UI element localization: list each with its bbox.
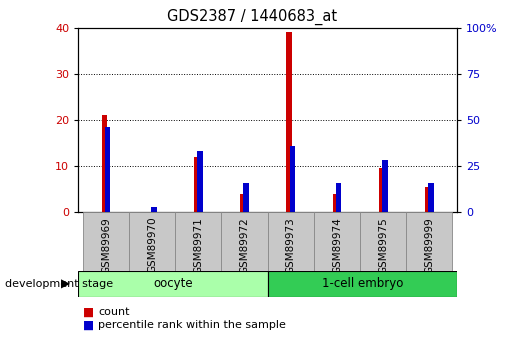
Bar bbox=[314, 212, 360, 271]
Bar bbox=[360, 212, 406, 271]
Text: GSM89974: GSM89974 bbox=[332, 217, 342, 274]
Bar bbox=[197, 151, 203, 212]
Text: GSM89971: GSM89971 bbox=[193, 217, 204, 274]
Text: development stage: development stage bbox=[5, 279, 113, 289]
Bar bbox=[175, 212, 222, 271]
Bar bbox=[129, 212, 175, 271]
Bar bbox=[151, 207, 157, 212]
Text: count: count bbox=[98, 307, 130, 317]
Bar bbox=[382, 160, 387, 212]
Bar bbox=[336, 183, 341, 212]
Bar bbox=[194, 157, 199, 212]
Text: ■: ■ bbox=[83, 318, 94, 332]
Bar bbox=[289, 146, 295, 212]
Bar bbox=[379, 168, 384, 212]
Bar bbox=[83, 212, 129, 271]
Bar bbox=[425, 187, 430, 212]
Bar bbox=[333, 194, 338, 212]
Text: 1-cell embryo: 1-cell embryo bbox=[322, 277, 403, 290]
Bar bbox=[268, 271, 457, 297]
Bar bbox=[102, 115, 107, 212]
Text: GSM89969: GSM89969 bbox=[101, 217, 111, 274]
Bar bbox=[78, 271, 268, 297]
Text: GDS2387 / 1440683_at: GDS2387 / 1440683_at bbox=[168, 9, 337, 25]
Bar bbox=[286, 32, 292, 212]
Bar bbox=[406, 212, 452, 271]
Bar bbox=[240, 194, 246, 212]
Bar bbox=[222, 212, 268, 271]
Text: GSM89970: GSM89970 bbox=[147, 217, 157, 274]
Bar bbox=[243, 183, 249, 212]
Text: ▶: ▶ bbox=[61, 277, 70, 290]
Text: GSM89973: GSM89973 bbox=[286, 217, 296, 274]
Text: percentile rank within the sample: percentile rank within the sample bbox=[98, 320, 286, 330]
Text: GSM89972: GSM89972 bbox=[239, 217, 249, 274]
Bar bbox=[268, 212, 314, 271]
Text: GSM89999: GSM89999 bbox=[424, 217, 434, 274]
Bar bbox=[105, 127, 111, 212]
Text: GSM89975: GSM89975 bbox=[378, 217, 388, 274]
Text: oocyte: oocyte bbox=[153, 277, 193, 290]
Text: ■: ■ bbox=[83, 306, 94, 319]
Bar bbox=[428, 183, 434, 212]
